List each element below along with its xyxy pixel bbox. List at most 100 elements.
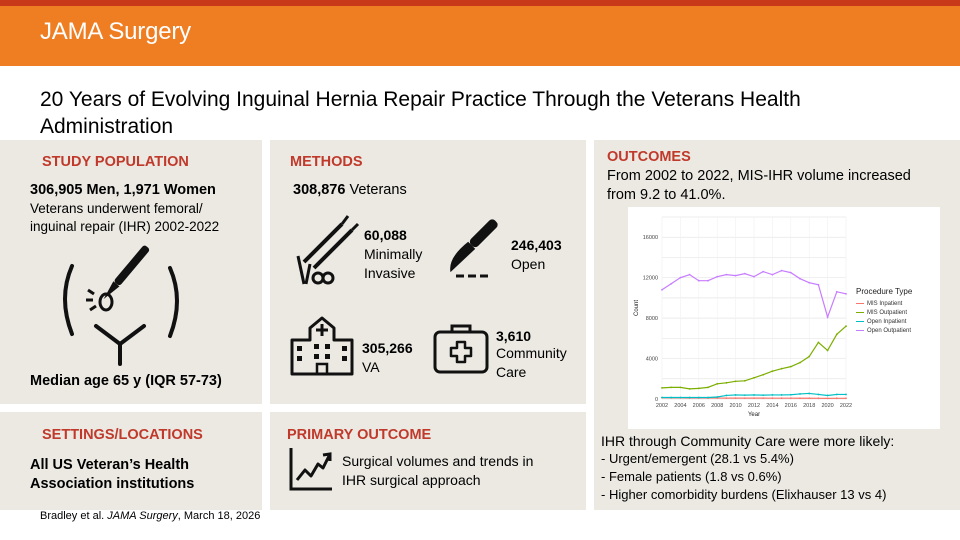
series-point — [725, 273, 728, 276]
va-label: VA — [362, 359, 380, 375]
veterans-total: 308,876 Veterans — [293, 181, 407, 200]
series-point — [817, 341, 820, 344]
cc-bullet-3: - Higher comorbidity burdens (Elixhauser… — [601, 487, 887, 502]
series-point — [679, 386, 682, 389]
veterans-label: Veterans — [349, 182, 407, 198]
legend-item: MIS Outpatient — [856, 310, 907, 316]
series-point — [753, 376, 755, 379]
primary-outcome-panel — [270, 412, 586, 510]
series-point — [697, 387, 700, 390]
x-axis-label: Year — [748, 412, 760, 418]
series-point — [771, 394, 774, 396]
cc-number: 3,610 — [496, 328, 532, 344]
series-point — [771, 273, 774, 276]
series-point — [743, 272, 746, 275]
series-point — [697, 279, 700, 282]
series-point — [845, 393, 847, 396]
x-tick-label: 2002 — [656, 403, 668, 409]
series-point — [826, 316, 829, 318]
settings-line2: Association institutions — [30, 476, 195, 492]
hospital-building-icon — [290, 316, 354, 376]
series-point — [661, 396, 663, 399]
x-tick-label: 2016 — [785, 403, 797, 409]
series-point — [743, 379, 746, 382]
series-point — [688, 387, 691, 390]
series-point — [661, 288, 663, 291]
legend-item: Open Inpatient — [856, 319, 906, 325]
series-point — [762, 397, 765, 400]
series-point — [707, 386, 709, 389]
legend-swatch — [856, 320, 864, 323]
legend-item: Open Outpatient — [856, 328, 911, 334]
citation-date: , March 18, 2026 — [177, 510, 261, 522]
mis-label-1: Minimally — [364, 246, 423, 262]
series-point — [808, 355, 811, 358]
page-title: 20 Years of Evolving Inguinal Hernia Rep… — [40, 88, 801, 138]
x-tick-label: 2008 — [711, 403, 723, 409]
primary-outcome-line2: IHR surgical approach — [342, 472, 481, 488]
series-point — [808, 392, 811, 395]
series-point — [799, 277, 801, 280]
series-point — [688, 396, 691, 399]
series-point — [734, 394, 737, 396]
series-point — [707, 279, 709, 282]
volume-trend-chart: 0 4000 8000 12000 16000 2002 2004 2006 2008 2010 2… — [634, 216, 852, 418]
settings-line1: All US Veteran’s Health — [30, 457, 190, 473]
series-point — [789, 397, 792, 400]
series-point — [753, 397, 755, 400]
x-tick-label: 2022 — [840, 403, 852, 409]
x-tick-label: 2020 — [821, 403, 833, 409]
citation-authors: Bradley et al. — [40, 510, 105, 522]
legend-title: Procedure Type — [856, 287, 913, 296]
legend-label: Open Outpatient — [867, 328, 912, 334]
open-number: 246,403 — [511, 237, 562, 253]
series-point — [826, 349, 829, 352]
series-point — [707, 396, 709, 399]
series-point — [826, 394, 829, 397]
series-point — [780, 269, 783, 272]
series-point — [688, 273, 691, 276]
series-point — [835, 393, 838, 396]
va-number: 305,266 — [362, 340, 413, 356]
x-tick-label: 2012 — [748, 403, 760, 409]
series-point — [716, 396, 719, 398]
legend-swatch — [856, 311, 864, 314]
population-line1: Veterans underwent femoral/ — [30, 201, 203, 216]
series-point — [725, 397, 728, 399]
series-point — [725, 394, 728, 397]
series-point — [716, 382, 719, 385]
series-point — [817, 397, 820, 400]
series-point — [799, 397, 801, 400]
series-point — [716, 275, 719, 278]
settings-panel — [0, 412, 262, 510]
citation: Bradley et al. JAMA Surgery, March 18, 2… — [40, 510, 260, 522]
scalpel-icon — [450, 219, 498, 278]
series-point — [743, 397, 746, 399]
medical-kit-icon — [433, 324, 489, 374]
chart-area: 0 4000 8000 12000 16000 2002 2004 2006 2008 2010 2… — [628, 207, 940, 429]
series-point — [845, 292, 847, 295]
series-point — [661, 386, 663, 389]
population-counts: 306,905 Men, 1,971 Women — [30, 182, 216, 198]
series-point — [753, 394, 755, 396]
series-point — [817, 283, 820, 286]
x-tick-label: 2018 — [803, 403, 815, 409]
legend-label: Open Inpatient — [867, 319, 907, 325]
series-point — [697, 396, 700, 399]
series-point — [845, 397, 847, 400]
mis-number: 60,088 — [364, 227, 407, 243]
outcome-line1: From 2002 to 2022, MIS-IHR volume increa… — [607, 168, 911, 184]
cc-bullet-2: - Female patients (1.8 vs 0.6%) — [601, 469, 782, 484]
journal-name: JAMA Surgery — [40, 18, 191, 45]
series-point — [743, 394, 746, 397]
citation-journal: JAMA Surgery — [107, 510, 178, 522]
x-tick-label: 2010 — [729, 403, 741, 409]
veterans-number: 308,876 — [293, 182, 346, 198]
series-point — [734, 397, 737, 399]
study-population-heading: STUDY POPULATION — [42, 154, 189, 170]
series-point — [762, 373, 765, 376]
y-tick-label: 12000 — [643, 276, 658, 282]
y-axis-label: Count — [634, 300, 640, 316]
series-point — [780, 397, 783, 400]
cc-bullet-1: - Urgent/emergent (28.1 vs 5.4%) — [601, 451, 794, 466]
